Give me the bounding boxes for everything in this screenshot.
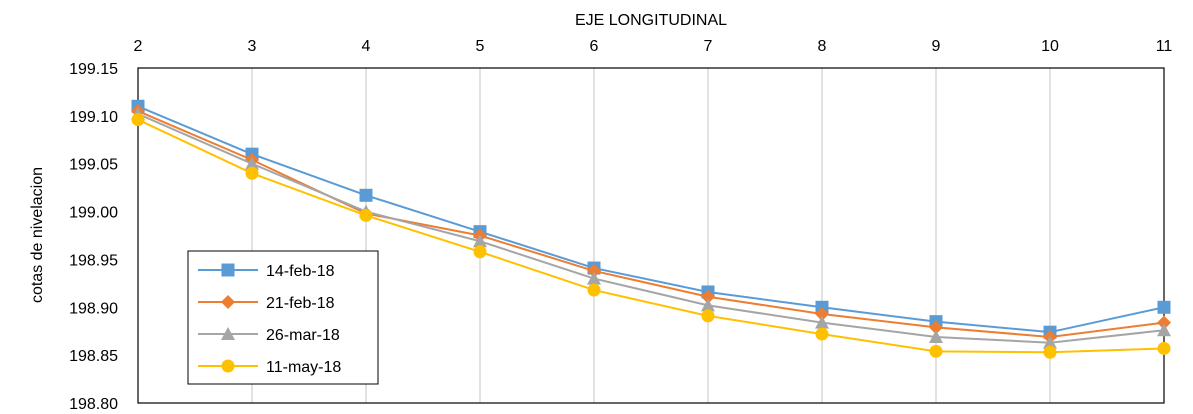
x-tick-label-8: 8 bbox=[818, 38, 827, 55]
data-point-11-may-18-7 bbox=[701, 309, 715, 323]
x-tick-label-5: 5 bbox=[476, 38, 485, 55]
data-point-26-mar-18-8 bbox=[815, 315, 829, 329]
x-tick-label-10: 10 bbox=[1041, 38, 1059, 55]
x-tick-label-6: 6 bbox=[590, 38, 599, 55]
legend-label-11-may-18: 11-may-18 bbox=[266, 359, 341, 376]
x-tick-label-3: 3 bbox=[248, 38, 257, 55]
y-tick-label-199-10: 199.10 bbox=[69, 109, 118, 126]
data-point-11-may-18-5 bbox=[473, 245, 487, 259]
y-tick-labels: 199.15 199.10 199.05 199.00 198.95 198.90 198.… bbox=[69, 61, 118, 413]
legend-marker-11-may-18 bbox=[221, 359, 235, 373]
data-point-21-feb-18-9 bbox=[929, 320, 943, 335]
data-point-21-feb-18-8 bbox=[815, 306, 829, 321]
plot-area-border bbox=[137, 67, 1165, 404]
legend: 14-feb-18 21-feb-18 26-mar-18 11-may-18 bbox=[187, 250, 379, 385]
series-line-26-mar-18 bbox=[137, 113, 1165, 344]
legend-box bbox=[187, 250, 379, 385]
data-point-21-feb-18-7 bbox=[701, 289, 715, 304]
y-tick-label-198-80: 198.80 bbox=[69, 396, 118, 413]
y-axis-title: cotas de nivelacion bbox=[29, 167, 46, 303]
data-point-11-may-18-11 bbox=[1157, 341, 1171, 355]
data-point-11-may-18-9 bbox=[929, 344, 943, 358]
x-tick-label-11: 11 bbox=[1156, 38, 1173, 55]
data-point-21-feb-18-6 bbox=[587, 263, 601, 278]
data-point-26-mar-18-7 bbox=[701, 298, 715, 312]
legend-label-26-mar-18: 26-mar-18 bbox=[266, 327, 340, 344]
y-tick-label-199-00: 199.00 bbox=[69, 205, 118, 222]
legend-label-14-feb-18: 14-feb-18 bbox=[266, 263, 335, 280]
y-tick-label-199-05: 199.05 bbox=[69, 157, 118, 174]
data-point-11-may-18-10 bbox=[1043, 345, 1057, 359]
series-11-may-18 bbox=[131, 113, 1171, 359]
data-point-26-mar-18-6 bbox=[587, 271, 601, 285]
series-group bbox=[131, 99, 1171, 359]
x-axis-title: EJE LONGITUDINAL bbox=[575, 12, 727, 29]
x-tick-label-4: 4 bbox=[362, 38, 371, 55]
series-line-14-feb-18 bbox=[137, 105, 1165, 334]
x-tick-label-7: 7 bbox=[704, 38, 713, 55]
legend-marker-14-feb-18 bbox=[221, 263, 235, 277]
data-point-11-may-18-2 bbox=[131, 113, 145, 127]
legend-marker-21-feb-18 bbox=[221, 295, 235, 309]
data-point-11-may-18-8 bbox=[815, 327, 829, 341]
data-point-14-feb-18-11 bbox=[1157, 300, 1171, 314]
legend-label-21-feb-18: 21-feb-18 bbox=[266, 295, 335, 312]
y-tick-label-199-15: 199.15 bbox=[69, 61, 118, 78]
data-point-26-mar-18-11 bbox=[1157, 323, 1171, 337]
x-tick-label-2: 2 bbox=[134, 38, 143, 55]
y-tick-label-198-90: 198.90 bbox=[69, 300, 118, 317]
data-point-21-feb-18-11 bbox=[1157, 315, 1171, 330]
data-point-11-may-18-3 bbox=[245, 166, 259, 180]
series-line-11-may-18 bbox=[137, 118, 1165, 354]
legend-marker-26-mar-18 bbox=[221, 327, 235, 340]
x-tick-labels: 2 3 4 5 6 7 8 9 10 11 bbox=[134, 38, 1173, 55]
x-tick-label-9: 9 bbox=[932, 38, 941, 55]
data-point-26-mar-18-3 bbox=[245, 156, 259, 170]
y-tick-label-198-85: 198.85 bbox=[69, 348, 118, 365]
data-point-11-may-18-4 bbox=[359, 208, 373, 222]
data-point-26-mar-18-5 bbox=[473, 234, 487, 248]
data-point-26-mar-18-9 bbox=[929, 329, 943, 343]
data-point-26-mar-18-10 bbox=[1043, 335, 1057, 349]
y-tick-label-198-95: 198.95 bbox=[69, 252, 118, 269]
data-point-14-feb-18-4 bbox=[359, 188, 373, 202]
data-point-11-may-18-6 bbox=[587, 283, 601, 297]
